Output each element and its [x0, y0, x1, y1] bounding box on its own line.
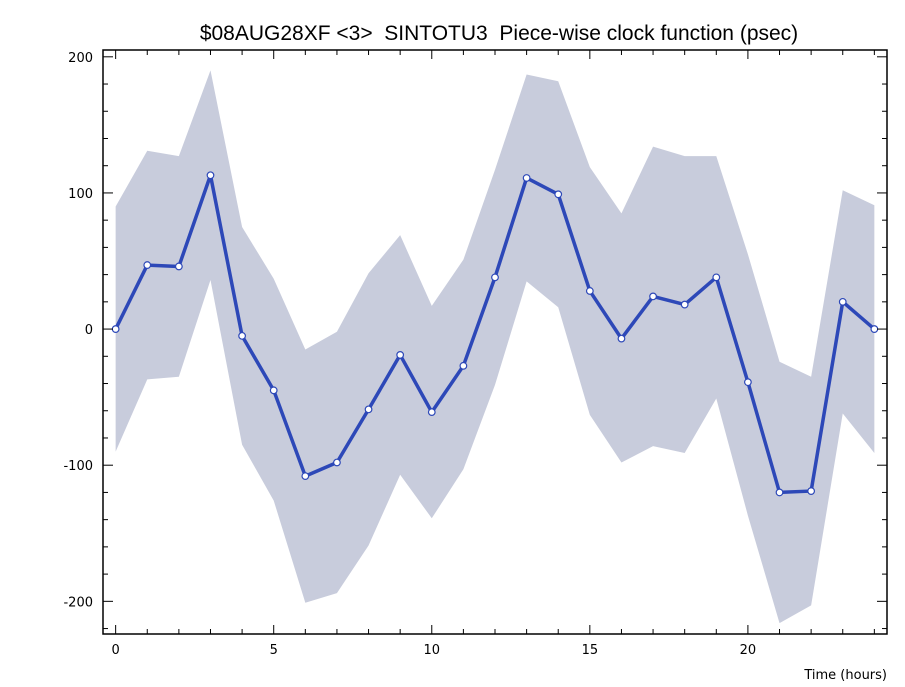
data-point [427, 408, 436, 417]
data-point [554, 190, 563, 199]
axis-ticks-layer: 0 5 10 15 20 -200 -100 0 100 200 [63, 50, 887, 658]
data-point [775, 488, 784, 497]
uncertainty-band-layer [115, 70, 875, 624]
data-point-layer [111, 171, 879, 497]
data-point [744, 378, 752, 387]
data-point [617, 334, 626, 343]
data-point [206, 171, 215, 180]
y-tick-label: 0 [85, 323, 93, 338]
data-point [838, 297, 847, 306]
y-tick-label: -100 [63, 459, 93, 474]
data-point [585, 287, 594, 295]
data-point [870, 325, 879, 333]
data-point [364, 405, 373, 414]
data-point [396, 351, 405, 359]
x-tick-label: 15 [582, 643, 599, 658]
y-tick-label: 200 [68, 51, 93, 66]
data-point [238, 331, 246, 340]
x-tick-label: 10 [424, 643, 441, 658]
data-point [111, 325, 120, 333]
data-point [522, 174, 531, 182]
data-point [143, 261, 152, 269]
data-point [649, 292, 657, 301]
data-point [301, 472, 310, 480]
y-tick-label: 100 [68, 187, 93, 202]
x-tick-label: 0 [112, 643, 120, 658]
y-tick-label: -200 [63, 595, 93, 610]
data-point [807, 487, 816, 495]
data-point [269, 386, 278, 395]
x-tick-label: 5 [270, 643, 278, 658]
chart-title: $08AUG28XF <3> SINTOTU3 Piece-wise clock… [200, 22, 798, 45]
data-point [712, 273, 721, 282]
data-point [174, 262, 183, 271]
data-point [491, 273, 499, 282]
data-point [459, 361, 468, 370]
data-point [333, 458, 341, 467]
x-tick-label: 20 [740, 643, 757, 658]
x-axis-label: Time (hours) [803, 668, 887, 683]
uncertainty-band [115, 70, 875, 624]
data-point [680, 300, 689, 309]
